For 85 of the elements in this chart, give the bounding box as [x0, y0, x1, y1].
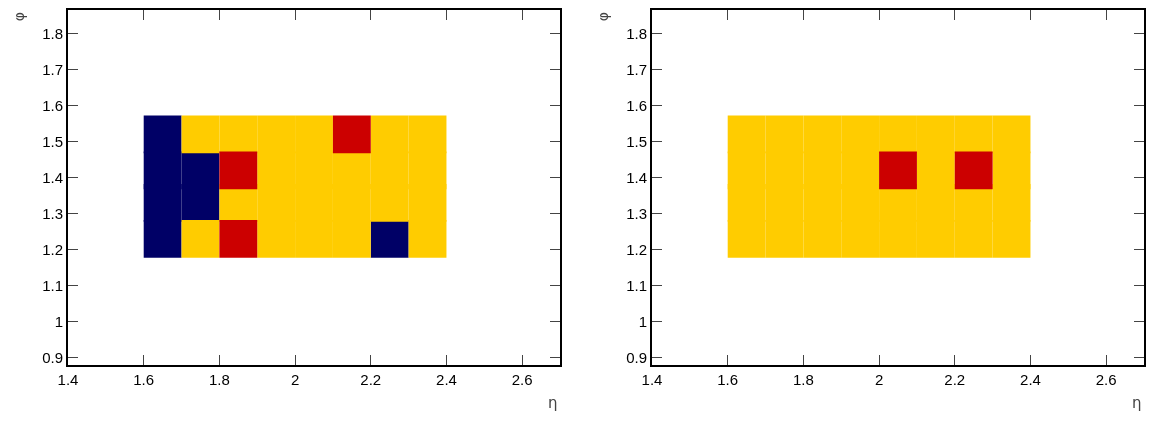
point: [408, 183, 447, 222]
point: [181, 183, 220, 222]
point: [916, 219, 955, 258]
y-tick-label: 1.7: [42, 60, 63, 78]
y-tick-label: 1.8: [42, 24, 63, 42]
y-tick-label: 1.7: [626, 60, 647, 78]
point: [408, 115, 447, 154]
x-tick-label: 2.6: [1095, 371, 1117, 388]
x-tick-label: 2.2: [944, 371, 966, 388]
point: [841, 183, 880, 222]
y-tick-label: 1.5: [42, 132, 63, 150]
point: [879, 219, 917, 258]
y-tick-label: 1.1: [42, 276, 63, 294]
point: [332, 115, 371, 154]
point: [219, 151, 258, 190]
point: [765, 219, 804, 258]
x-tick-label: 1.4: [57, 371, 79, 388]
point: [295, 115, 333, 154]
x-tick-label: 1.4: [641, 371, 663, 388]
point: [408, 219, 447, 258]
point: [295, 219, 333, 258]
y-tick-label: 1: [54, 313, 63, 330]
y-axis-title: φ: [11, 12, 28, 22]
point: [727, 115, 766, 154]
x-tick-label: 2.6: [511, 371, 533, 388]
y-tick-label: 1.6: [42, 96, 63, 114]
point: [803, 219, 842, 258]
point: [841, 115, 880, 154]
point: [992, 115, 1031, 154]
x-axis-title: η: [1132, 394, 1142, 412]
x-tick-label: 1.8: [792, 371, 814, 388]
y-tick-label: 1.2: [626, 240, 647, 258]
point: [143, 183, 182, 222]
y-tick-label: 1.3: [42, 204, 63, 222]
y-axis-title: φ: [595, 12, 612, 22]
point: [370, 115, 409, 154]
point: [803, 115, 842, 154]
y-tick-label: 1.8: [626, 24, 647, 42]
x-axis-title: η: [548, 394, 558, 412]
y-tick-label: 1.5: [626, 132, 647, 150]
point: [219, 115, 258, 154]
point: [992, 219, 1031, 258]
y-tick-label: 1.3: [626, 204, 647, 222]
point: [219, 219, 258, 258]
x-tick-label: 2.4: [1020, 371, 1041, 388]
point: [879, 151, 917, 190]
point: [727, 219, 766, 258]
y-tick-label: 1.2: [42, 240, 63, 258]
point: [803, 183, 842, 222]
point: [370, 219, 409, 258]
point: [954, 115, 993, 154]
point: [143, 115, 182, 154]
point: [765, 115, 804, 154]
x-tick-label: 2.4: [436, 371, 457, 388]
point: [181, 115, 220, 154]
point: [916, 115, 955, 154]
y-tick-label: 1.1: [626, 276, 647, 294]
x-tick-label: 1.8: [208, 371, 230, 388]
y-tick-label: 1: [638, 313, 647, 330]
y-tick-label: 0.9: [42, 349, 63, 367]
point: [257, 219, 296, 258]
point: [765, 183, 804, 222]
point: [954, 151, 993, 190]
x-tick-label: 2.2: [360, 371, 382, 388]
point: [332, 183, 371, 222]
point: [992, 183, 1031, 222]
point: [143, 219, 182, 258]
point: [916, 183, 955, 222]
point: [841, 219, 880, 258]
point: [954, 219, 993, 258]
x-tick-label: 1.6: [133, 371, 155, 388]
x-tick-label: 1.6: [717, 371, 739, 388]
point: [181, 219, 220, 258]
x-tick-label: 2: [290, 371, 300, 388]
point: [370, 183, 409, 222]
point: [727, 183, 766, 222]
y-tick-label: 1.4: [42, 168, 63, 186]
y-tick-label: 1.4: [626, 168, 647, 186]
point: [257, 183, 296, 222]
point: [332, 219, 371, 258]
y-tick-label: 0.9: [626, 349, 647, 367]
point: [257, 115, 296, 154]
point: [879, 115, 917, 154]
y-tick-label: 1.6: [626, 96, 647, 114]
x-tick-label: 2: [874, 371, 884, 388]
